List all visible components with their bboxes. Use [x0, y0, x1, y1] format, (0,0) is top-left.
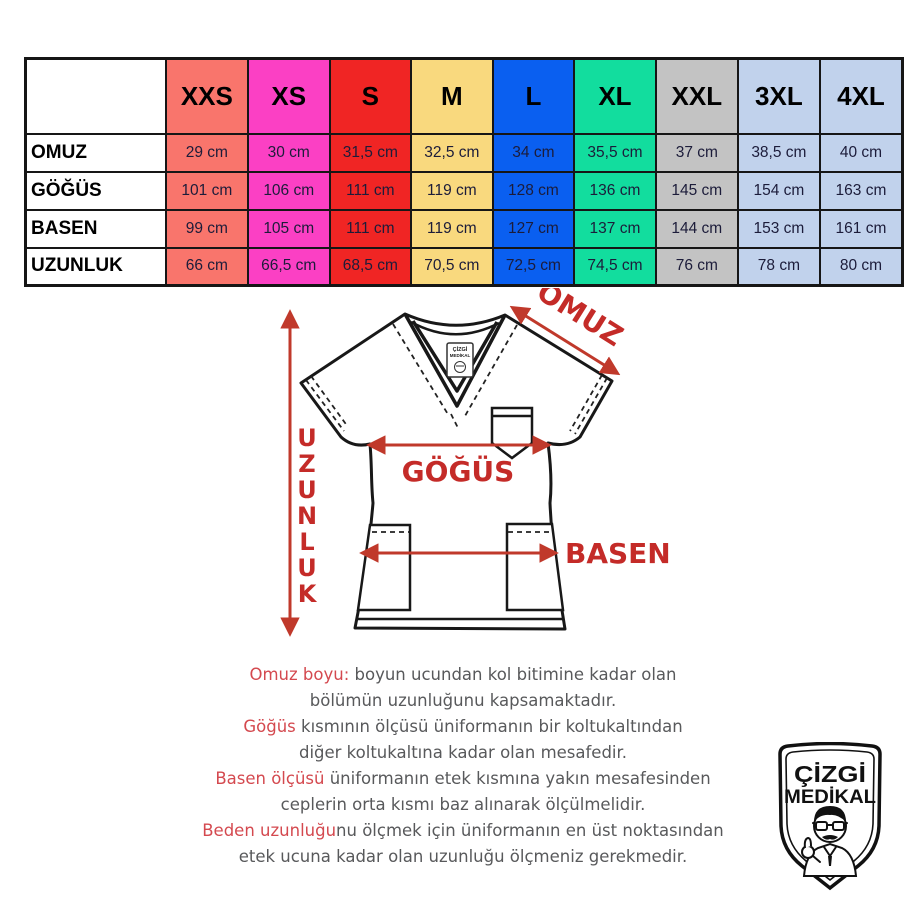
row-label: GÖĞÜS: [24, 170, 167, 211]
vneck-stitch-tip: [450, 413, 460, 431]
size-value-cell: 70,5 cm: [410, 246, 494, 287]
size-value-cell: 32,5 cm: [410, 132, 494, 173]
badge-brand-line1: ÇİZGİ: [794, 761, 866, 787]
omuz-arrow: [509, 305, 621, 376]
description-term: Göğüs: [243, 717, 296, 736]
size-value-cell: 111 cm: [328, 208, 413, 249]
measurement-descriptions: Omuz boyu: boyun ucundan kol bitimine ka…: [163, 662, 763, 870]
badge-shield-inner: [785, 749, 875, 882]
size-value-cell: 111 cm: [328, 170, 413, 211]
description-paragraph: Basen ölçüsü üniformanın etek kısmına ya…: [163, 766, 763, 818]
basen-label: BASEN: [565, 537, 671, 570]
size-value-cell: 145 cm: [654, 170, 739, 211]
size-value-cell: 31,5 cm: [328, 132, 413, 173]
size-value-cell: 66 cm: [164, 246, 249, 287]
collar-back-seam: [410, 320, 500, 336]
size-value-cell: 76 cm: [654, 246, 739, 287]
description-paragraph: Göğüs kısmının ölçüsü üniformanın bir ko…: [163, 714, 763, 766]
size-value-cell: 154 cm: [736, 170, 821, 211]
description-text: diğer koltukaltına kadar olan mesafedir.: [298, 743, 628, 762]
size-value-cell: 153 cm: [736, 208, 821, 249]
row-label: BASEN: [24, 208, 167, 249]
description-text: ceplerin orta kısmı baz alınarak ölçülme…: [280, 795, 646, 814]
size-column-header-3xl: 3XL: [736, 57, 821, 135]
size-value-cell: 106 cm: [246, 170, 331, 211]
measurement-row-0: OMUZ 29 cm 30 cm 31,5 cm 32,5 cm 34 cm 35,5 cm…: [24, 132, 904, 173]
size-value-cell: 99 cm: [164, 208, 249, 249]
size-value-cell: 74,5 cm: [573, 246, 657, 287]
description-text: etek ucuna kadar olan uzunluğu ölçmeniz …: [238, 847, 688, 866]
size-value-cell: 119 cm: [410, 208, 494, 249]
size-column-header-m: M: [410, 57, 494, 135]
size-value-cell: 161 cm: [818, 208, 904, 249]
size-value-cell: 34 cm: [491, 132, 576, 173]
size-column-header-l: L: [491, 57, 576, 135]
size-value-cell: 105 cm: [246, 208, 331, 249]
size-value-cell: 128 cm: [491, 170, 576, 211]
size-table-header-row: XXS XS S M L XL XXL 3XL 4XL: [24, 57, 904, 135]
description-text: nu ölçmek için üniformanın en üst noktas…: [336, 821, 724, 840]
size-value-cell: 144 cm: [654, 208, 739, 249]
description-text: üniformanın etek kısmına yakın mesafesin…: [324, 769, 711, 788]
size-value-cell: 30 cm: [246, 132, 331, 173]
badge-brand-line2: MEDİKAL: [784, 787, 876, 808]
description-paragraph: Omuz boyu: boyun ucundan kol bitimine ka…: [163, 662, 763, 714]
size-value-cell: 40 cm: [818, 132, 904, 173]
collar-logo-patch: ÇİZGİ MEDİKAL: [446, 342, 474, 378]
measurement-row-2: BASEN 99 cm 105 cm 111 cm 119 cm 127 cm 137 cm…: [24, 208, 904, 249]
description-term: Beden uzunluğu: [202, 821, 337, 840]
sleeve-stitch-left: [305, 375, 349, 432]
size-value-cell: 29 cm: [164, 132, 249, 173]
size-value-cell: 72,5 cm: [491, 246, 576, 287]
size-column-header-4xl: 4XL: [818, 57, 904, 135]
size-value-cell: 37 cm: [654, 132, 739, 173]
size-value-cell: 119 cm: [410, 170, 494, 211]
corner-cell: [24, 57, 167, 135]
size-value-cell: 101 cm: [164, 170, 249, 211]
size-value-cell: 80 cm: [818, 246, 904, 287]
size-column-header-xxs: XXS: [164, 57, 249, 135]
size-table: XXS XS S M L XL XXL 3XL 4XL OMUZ 29 cm 30 cm 31,5 c…: [24, 57, 904, 287]
description-term: Basen ölçüsü: [215, 769, 325, 788]
size-value-cell: 68,5 cm: [328, 246, 413, 287]
size-column-header-s: S: [328, 57, 413, 135]
size-value-cell: 35,5 cm: [573, 132, 657, 173]
description-text: bölümün uzunluğunu kapsamaktadır.: [309, 691, 617, 710]
hip-pocket-left: [356, 523, 412, 612]
badge-mascot: [801, 806, 858, 877]
size-value-cell: 137 cm: [573, 208, 657, 249]
measurement-row-3: UZUNLUK 66 cm 66,5 cm 68,5 cm 70,5 cm 72,5 cm…: [24, 246, 904, 287]
vneck-inner: [411, 320, 499, 393]
vneck-outer: [403, 313, 507, 408]
size-value-cell: 127 cm: [491, 208, 576, 249]
size-value-cell: 163 cm: [818, 170, 904, 211]
description-term: Omuz boyu:: [249, 665, 350, 684]
measurement-row-1: GÖĞÜS 101 cm 106 cm 111 cm 119 cm 128 cm 136 c…: [24, 170, 904, 211]
collar-patch-line1: ÇİZGİ: [453, 346, 468, 353]
size-value-cell: 136 cm: [573, 170, 657, 211]
size-value-cell: 78 cm: [736, 246, 821, 287]
gogus-label: GÖĞÜS: [402, 454, 515, 488]
size-column-header-xxl: XXL: [654, 57, 739, 135]
row-label: OMUZ: [24, 132, 167, 173]
sleeve-stitch-right: [569, 374, 608, 435]
size-value-cell: 38,5 cm: [736, 132, 821, 173]
description-text: boyun ucundan kol bitimine kadar olan: [349, 665, 677, 684]
row-label: UZUNLUK: [24, 246, 167, 287]
size-value-cell: 66,5 cm: [246, 246, 331, 287]
brand-badge: ÇİZGİ MEDİKAL: [778, 742, 882, 891]
hip-pocket-right: [505, 522, 565, 612]
description-text: kısmının ölçüsü üniformanın bir koltukal…: [295, 717, 683, 736]
collar-patch-line2: MEDİKAL: [450, 352, 471, 358]
description-paragraph: Beden uzunluğunu ölçmek için üniformanın…: [163, 818, 763, 870]
size-column-header-xl: XL: [573, 57, 657, 135]
size-column-header-xs: XS: [246, 57, 331, 135]
